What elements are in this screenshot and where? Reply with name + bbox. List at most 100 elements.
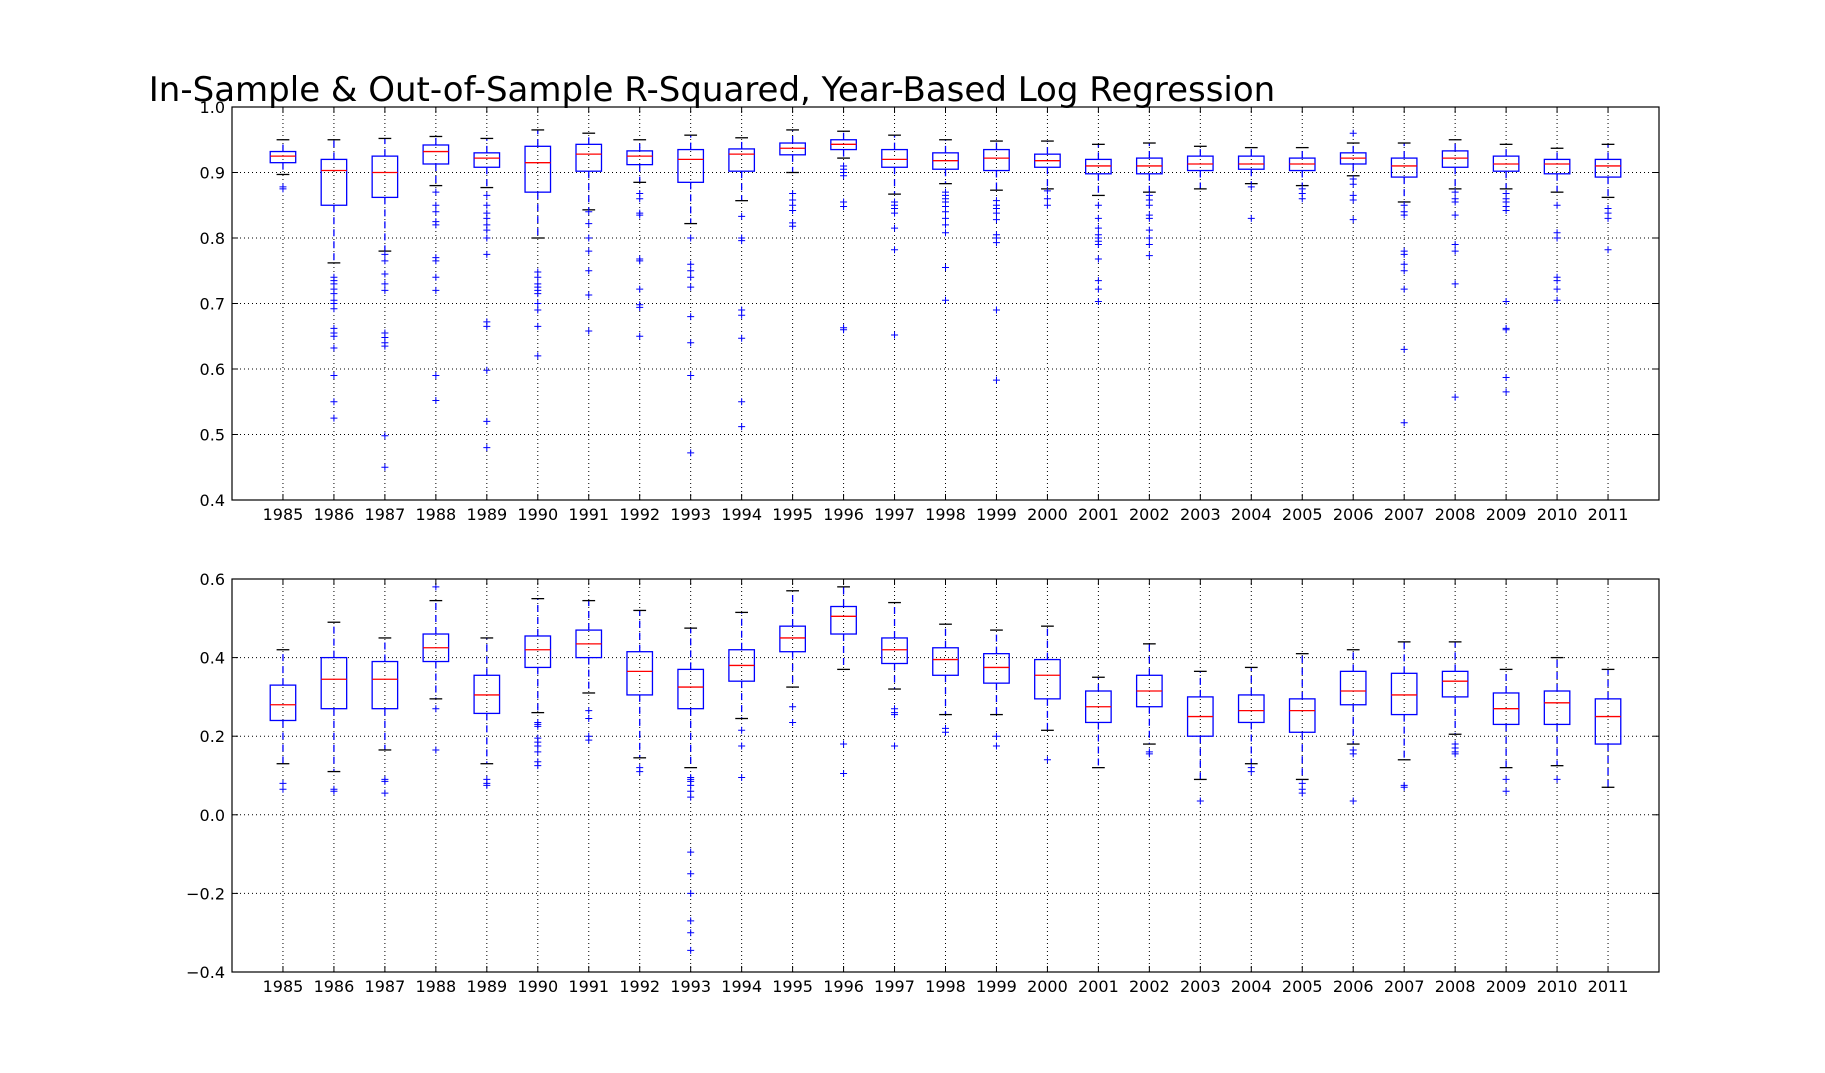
outlier-point bbox=[1604, 246, 1612, 254]
box-2004 bbox=[1237, 146, 1265, 222]
box-2011 bbox=[1594, 668, 1622, 788]
outlier-point bbox=[738, 334, 746, 342]
box-1997 bbox=[881, 601, 908, 750]
outlier-point bbox=[432, 257, 440, 265]
outlier-point bbox=[483, 214, 491, 222]
x-tick-label: 2010 bbox=[1537, 505, 1578, 524]
outlier-point bbox=[534, 273, 542, 281]
outlier-point bbox=[840, 326, 848, 334]
outlier-point bbox=[687, 917, 695, 925]
box-2007 bbox=[1390, 142, 1418, 427]
iqr-box bbox=[1390, 157, 1418, 178]
outlier-point bbox=[942, 214, 949, 222]
outlier-point bbox=[1553, 775, 1561, 783]
x-tick-label: 1995 bbox=[772, 505, 813, 524]
outlier-point bbox=[789, 703, 797, 711]
box-1998 bbox=[932, 623, 959, 736]
outlier-point bbox=[330, 787, 338, 795]
outlier-point bbox=[585, 707, 593, 715]
outlier-point bbox=[1553, 234, 1561, 242]
outlier-point bbox=[483, 191, 491, 199]
iqr-box bbox=[1441, 150, 1469, 168]
outlier-point bbox=[432, 188, 440, 196]
iqr-box bbox=[524, 635, 552, 669]
x-tick-label: 1998 bbox=[925, 977, 966, 996]
outlier-point bbox=[1400, 267, 1408, 275]
outlier-point bbox=[636, 303, 644, 311]
iqr-box bbox=[1085, 158, 1112, 175]
box-1997 bbox=[881, 134, 908, 339]
iqr-box bbox=[1441, 670, 1469, 698]
box-2005 bbox=[1288, 653, 1316, 797]
outlier-point bbox=[1502, 374, 1510, 382]
y-tick-label: 0.6 bbox=[200, 570, 225, 589]
outlier-point bbox=[1451, 211, 1459, 219]
outlier-point bbox=[942, 728, 949, 736]
outlier-point bbox=[381, 286, 389, 294]
box-2000 bbox=[1034, 625, 1061, 764]
outlier-point bbox=[687, 283, 695, 291]
outlier-point bbox=[330, 398, 338, 406]
outlier-point bbox=[1502, 787, 1510, 795]
outlier-point bbox=[891, 209, 899, 217]
iqr-box bbox=[473, 152, 501, 168]
x-tick-label: 1995 bbox=[772, 977, 813, 996]
x-tick-label: 2008 bbox=[1435, 977, 1476, 996]
in-sample-panel: 0.4 0.5 0.6 0.7 0.8 0.9 1.0 1985 1986 1987 1988 198… bbox=[200, 98, 1660, 524]
outlier-point bbox=[1298, 789, 1306, 797]
outlier-point bbox=[636, 285, 644, 293]
box-2001 bbox=[1085, 143, 1112, 306]
x-tick-label: 2006 bbox=[1333, 977, 1374, 996]
box-1999 bbox=[983, 629, 1010, 750]
x-tick-label: 2010 bbox=[1537, 977, 1578, 996]
box-1990 bbox=[524, 129, 552, 360]
outlier-point bbox=[585, 234, 593, 242]
x-tick-label: 2002 bbox=[1129, 505, 1170, 524]
x-tick-label: 1986 bbox=[314, 977, 355, 996]
box-1991 bbox=[575, 132, 603, 335]
iqr-box bbox=[269, 684, 297, 722]
outlier-point bbox=[1349, 196, 1357, 204]
x-tick-label: 2004 bbox=[1231, 505, 1272, 524]
box-1990 bbox=[524, 598, 552, 770]
x-tick-label: 1996 bbox=[823, 977, 864, 996]
outlier-point bbox=[381, 270, 389, 278]
outlier-point bbox=[279, 779, 287, 787]
y-tick-label: −0.4 bbox=[186, 963, 225, 982]
x-tick-label: 1997 bbox=[874, 505, 915, 524]
box-1989 bbox=[473, 137, 501, 452]
box-2001 bbox=[1085, 676, 1112, 769]
x-tick-label: 2007 bbox=[1384, 505, 1425, 524]
outlier-point bbox=[738, 311, 746, 319]
x-tick-label: 1988 bbox=[415, 977, 456, 996]
outlier-point bbox=[1145, 234, 1153, 242]
outlier-point bbox=[840, 770, 848, 778]
y-tick-label: 0.8 bbox=[200, 229, 225, 248]
x-tick-label: 1990 bbox=[517, 977, 558, 996]
iqr-box bbox=[1339, 670, 1367, 706]
outlier-point bbox=[381, 463, 389, 471]
box-2002 bbox=[1135, 142, 1163, 260]
iqr-box bbox=[677, 668, 705, 710]
outlier-point bbox=[585, 291, 593, 299]
x-tick-label: 2006 bbox=[1333, 505, 1374, 524]
x-tick-label: 1994 bbox=[721, 977, 762, 996]
outlier-point bbox=[483, 201, 491, 209]
box-2006 bbox=[1339, 649, 1367, 805]
iqr-box bbox=[371, 155, 399, 199]
x-tick-label: 2004 bbox=[1231, 977, 1272, 996]
outlier-point bbox=[687, 889, 695, 897]
outlier-point bbox=[687, 929, 695, 937]
outlier-point bbox=[432, 286, 440, 294]
box-1994 bbox=[728, 611, 756, 781]
x-tick-label: 1998 bbox=[925, 505, 966, 524]
outlier-point bbox=[1349, 129, 1357, 137]
outlier-point bbox=[1145, 241, 1153, 249]
box-1986 bbox=[320, 621, 348, 795]
outlier-point bbox=[381, 257, 389, 265]
iqr-box bbox=[269, 150, 297, 164]
x-tick-label: 1985 bbox=[263, 505, 304, 524]
outlier-point bbox=[1502, 206, 1510, 214]
x-tick-label: 1999 bbox=[976, 505, 1017, 524]
outlier-point bbox=[1247, 768, 1255, 776]
